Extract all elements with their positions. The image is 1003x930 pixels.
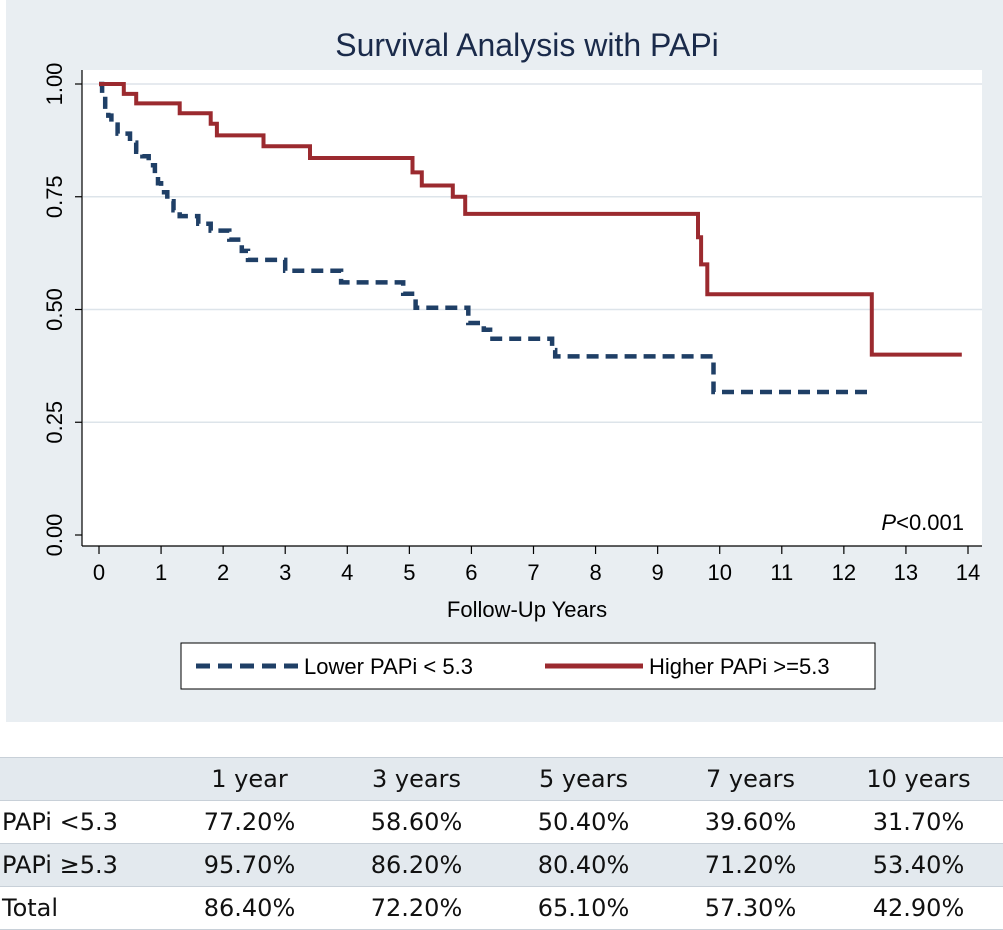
x-tick-label: 14: [956, 560, 980, 585]
table-row-label: Total: [0, 886, 166, 930]
table-row-label: PAPi ≥5.3: [0, 843, 166, 887]
table-header-cell: 7 years: [667, 757, 834, 801]
table-header-cell: 10 years: [834, 757, 1003, 801]
legend-label-higher: Higher PAPi >=5.3: [649, 654, 830, 679]
table-cell: 72.20%: [333, 886, 500, 930]
table-cell: 42.90%: [834, 886, 1003, 930]
table-header-corner: [0, 757, 166, 801]
survival-chart: Survival Analysis with PAPi 0.00 0.25 0.50…: [42, 27, 982, 690]
table-cell: 53.40%: [834, 843, 1003, 887]
y-tick-label: 0.00: [42, 514, 67, 557]
chart-title: Survival Analysis with PAPi: [335, 27, 719, 63]
x-axis-ticks: 0 1 2 3 4 5 6 7 8 9 10 11 12 13 14: [93, 546, 980, 585]
table-row: PAPi <5.3 77.20% 58.60% 50.40% 39.60% 31…: [0, 800, 1003, 844]
table-row: Total 86.40% 72.20% 65.10% 57.30% 42.90%: [0, 886, 1003, 930]
table-cell: 39.60%: [667, 800, 834, 844]
legend-label-lower: Lower PAPi < 5.3: [304, 654, 473, 679]
x-tick-label: 9: [652, 560, 664, 585]
table-cell: 86.40%: [166, 886, 333, 930]
x-tick-label: 1: [155, 560, 167, 585]
x-tick-label: 5: [403, 560, 415, 585]
y-tick-label: 0.50: [42, 288, 67, 331]
table-header-cell: 5 years: [500, 757, 667, 801]
y-axis-ticks: 0.00 0.25 0.50 0.75 1.00: [42, 63, 82, 557]
y-tick-label: 0.25: [42, 401, 67, 444]
x-tick-label: 3: [279, 560, 291, 585]
table-header-cell: 1 year: [166, 757, 333, 801]
table-cell: 58.60%: [333, 800, 500, 844]
table-cell: 57.30%: [667, 886, 834, 930]
x-tick-label: 6: [465, 560, 477, 585]
x-axis-label: Follow-Up Years: [447, 597, 607, 622]
x-tick-label: 13: [894, 560, 918, 585]
y-tick-label: 0.75: [42, 175, 67, 218]
survival-rate-table: 1 year 3 years 5 years 7 years 10 years …: [0, 757, 1003, 930]
x-tick-label: 0: [93, 560, 105, 585]
x-tick-label: 11: [770, 560, 793, 585]
x-tick-label: 8: [589, 560, 601, 585]
x-tick-label: 7: [527, 560, 539, 585]
series-line-higher-papi: [99, 82, 962, 357]
table-header-row: 1 year 3 years 5 years 7 years 10 years: [0, 757, 1003, 801]
chart-panel: Survival Analysis with PAPi 0.00 0.25 0.50…: [6, 0, 1003, 722]
x-tick-label: 4: [341, 560, 353, 585]
table-row-label: PAPi <5.3: [0, 800, 166, 844]
series-line-lower-papi: [99, 81, 869, 395]
p-value-annotation: P<0.001: [881, 510, 964, 535]
table-cell: 50.40%: [500, 800, 667, 844]
grid-lines: [83, 83, 982, 423]
table-cell: 95.70%: [166, 843, 333, 887]
x-tick-label: 10: [707, 560, 731, 585]
legend: Lower PAPi < 5.3 Higher PAPi >=5.3: [180, 642, 876, 690]
y-tick-label: 1.00: [42, 63, 67, 106]
x-tick-label: 12: [832, 560, 856, 585]
table-cell: 65.10%: [500, 886, 667, 930]
plot-area: [82, 70, 982, 546]
table-cell: 71.20%: [667, 843, 834, 887]
x-tick-label: 2: [217, 560, 229, 585]
table-cell: 86.20%: [333, 843, 500, 887]
table-cell: 31.70%: [834, 800, 1003, 844]
series-layer: [99, 81, 962, 395]
table-header-cell: 3 years: [333, 757, 500, 801]
table-row: PAPi ≥5.3 95.70% 86.20% 80.40% 71.20% 53…: [0, 843, 1003, 887]
table-cell: 77.20%: [166, 800, 333, 844]
table-cell: 80.40%: [500, 843, 667, 887]
